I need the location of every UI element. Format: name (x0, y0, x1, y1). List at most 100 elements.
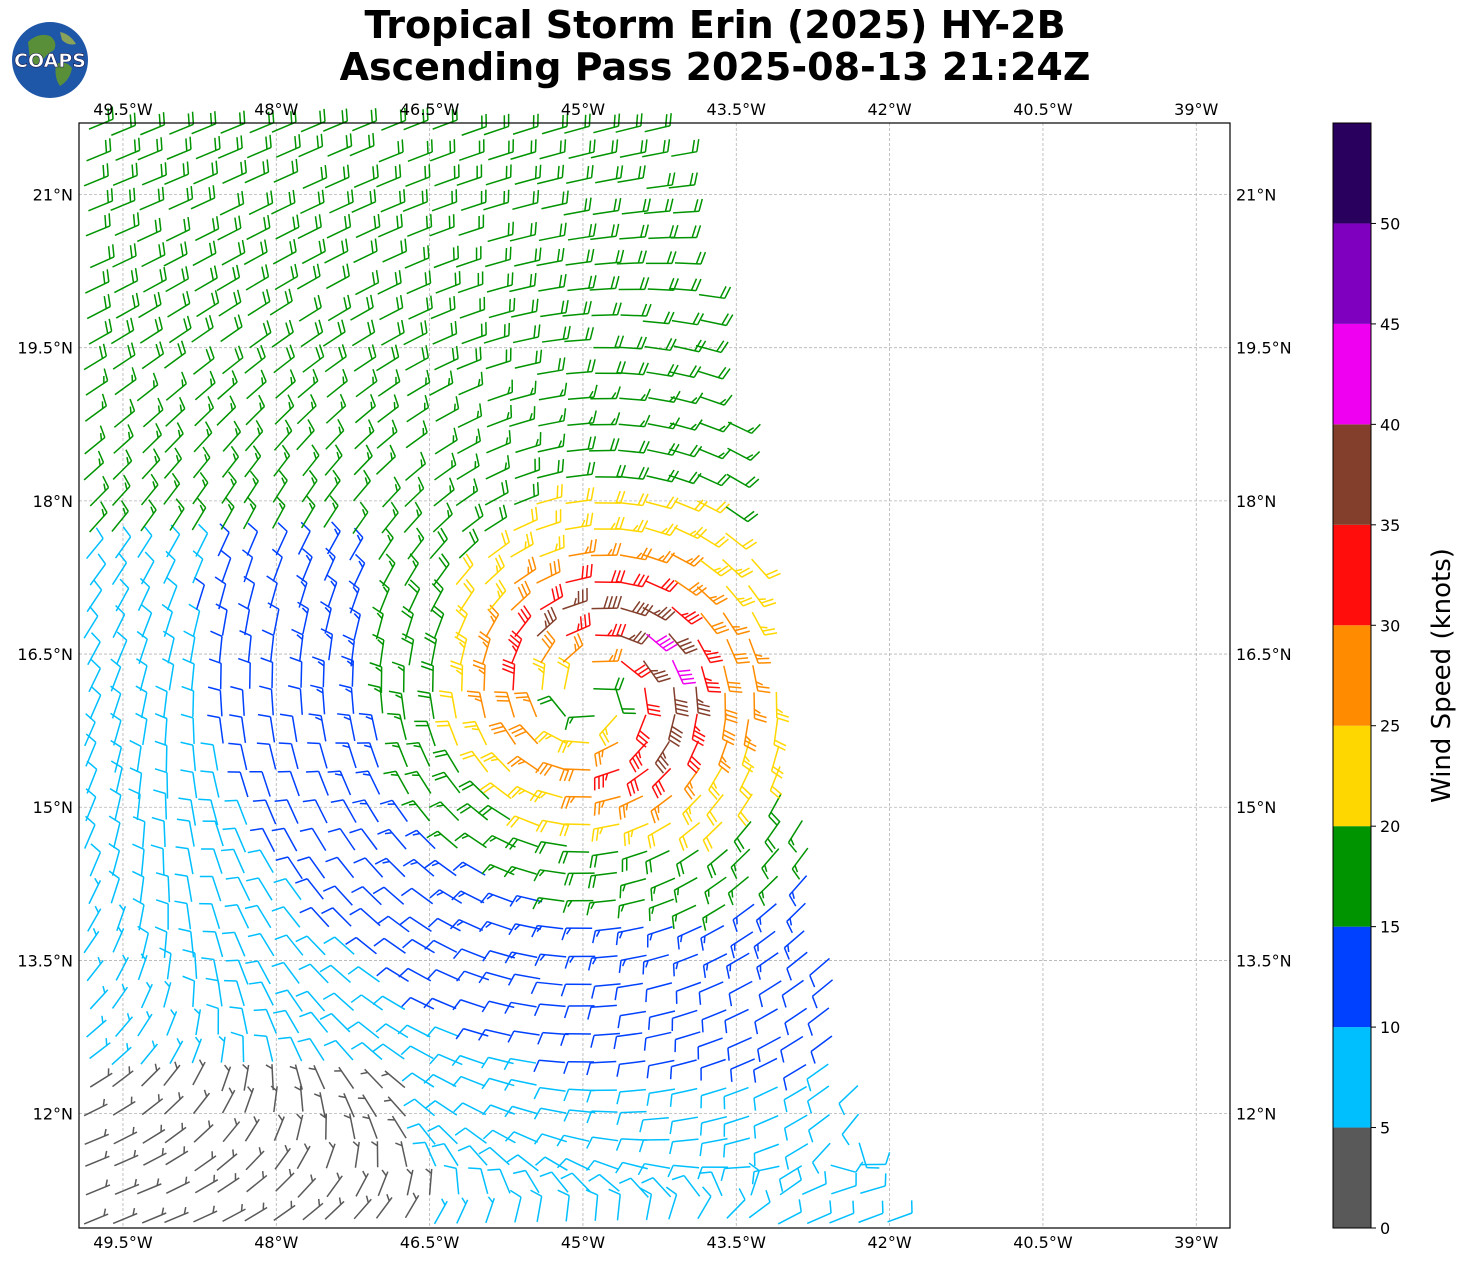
wind-barb (641, 1177, 672, 1198)
wind-barb (355, 270, 380, 296)
wind-barb (556, 1134, 590, 1147)
wind-barb (700, 313, 734, 327)
wind-barb (667, 714, 684, 747)
wind-barb (287, 685, 303, 715)
wind-barb (249, 320, 272, 349)
wind-barb (481, 1000, 515, 1013)
wind-barb (302, 165, 328, 190)
wind-barb (673, 198, 704, 214)
wind-barb (377, 369, 401, 397)
wind-barb (137, 1011, 153, 1037)
wind-barb (764, 820, 781, 853)
wind-barb (591, 595, 623, 610)
wind-barb (323, 108, 349, 132)
wind-barb (245, 1147, 265, 1171)
wind-barb (112, 926, 125, 953)
wind-barb (513, 506, 538, 532)
wind-barb (752, 665, 771, 694)
wind-barb (307, 742, 328, 769)
wind-barb (412, 1141, 437, 1167)
wind-barb (246, 134, 272, 159)
wind-barb (455, 1027, 489, 1040)
wind-barb (114, 367, 137, 396)
wind-barb (289, 656, 303, 688)
wind-barb (408, 295, 433, 320)
wind-barb (786, 951, 808, 981)
wind-barb (180, 713, 195, 744)
wind-barb (699, 1115, 728, 1136)
wind-barb (377, 828, 407, 850)
wind-barb (165, 396, 186, 427)
wind-barb (488, 579, 507, 612)
wind-barb (702, 953, 728, 978)
wind-barb (399, 916, 432, 932)
colorbar-tick-label: 30 (1380, 616, 1400, 635)
wind-barb (406, 395, 430, 423)
wind-barb (687, 740, 702, 774)
wind-barb (698, 421, 732, 433)
wind-barb (278, 1036, 303, 1062)
wind-barb (536, 458, 565, 479)
wind-barb (247, 932, 275, 957)
wind-barb (113, 1126, 138, 1145)
wind-barb (566, 165, 594, 184)
wind-barb (565, 248, 595, 266)
wind-barb (360, 1068, 384, 1089)
wind-barb (86, 1015, 107, 1038)
wind-barb (337, 713, 356, 742)
wind-barb (480, 752, 511, 773)
wind-barb (593, 768, 620, 791)
wind-barb (617, 898, 645, 919)
wind-barb (350, 1041, 383, 1061)
wind-barb (701, 1009, 727, 1033)
wind-barb (565, 612, 591, 637)
wind-barb (756, 952, 779, 980)
wind-barb (451, 890, 485, 904)
wind-barb (301, 238, 326, 265)
wind-barb (387, 712, 407, 741)
wind-barb (271, 906, 301, 928)
wind-barb (257, 713, 276, 743)
wind-barb (434, 345, 459, 371)
wind-barb (706, 794, 724, 826)
y-tick-label-right: 16.5°N (1236, 645, 1292, 664)
wind-barb (89, 985, 109, 1010)
x-tick-label-top: 49.5°W (93, 100, 153, 119)
wind-barb (483, 189, 510, 211)
wind-barb (163, 1092, 184, 1115)
wind-barb (697, 366, 731, 380)
x-tick-label-bottom: 43.5°W (707, 1233, 767, 1252)
wind-barb (589, 275, 620, 291)
wind-barb (725, 585, 756, 607)
wind-barb (299, 1011, 329, 1033)
wind-barb (165, 1176, 190, 1194)
wind-barb (671, 1009, 698, 1031)
wind-barb (674, 526, 708, 540)
wind-barb (668, 172, 698, 189)
wind-barb (300, 319, 324, 348)
wind-barb (559, 768, 591, 782)
wind-barb (89, 1068, 113, 1088)
wind-barb (142, 422, 163, 454)
wind-barb (261, 629, 275, 662)
wind-barb (310, 684, 326, 715)
wind-barb (677, 925, 702, 950)
wind-barb (355, 1170, 369, 1197)
wind-barb (85, 1179, 111, 1196)
wind-barb (85, 269, 110, 294)
wind-barb (378, 139, 404, 163)
wind-barb (228, 742, 248, 771)
wind-barb (326, 263, 350, 290)
wind-barb (398, 967, 432, 982)
wind-barb (88, 659, 102, 693)
wind-barb (595, 464, 627, 478)
wind-barb (727, 1036, 752, 1061)
wind-barb (459, 579, 475, 612)
wind-barb (245, 960, 271, 985)
wind-barb (538, 274, 567, 292)
wind-barb (193, 1120, 214, 1143)
wind-barb (352, 553, 366, 587)
wind-barb (266, 575, 278, 609)
wind-barb (319, 1012, 351, 1033)
wind-barb (514, 692, 538, 718)
